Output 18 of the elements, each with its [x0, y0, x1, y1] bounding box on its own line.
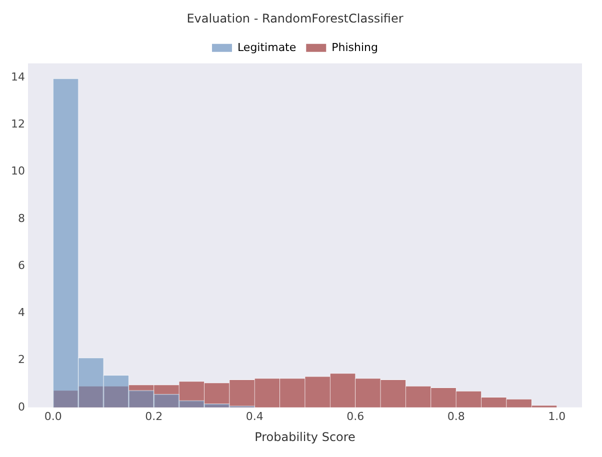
x-tick-label: 1.0	[548, 410, 566, 423]
y-tick-label: 8	[18, 212, 25, 225]
x-tick-label: 0.8	[447, 410, 465, 423]
x-tick-label: 0.0	[44, 410, 62, 423]
chart-title: Evaluation - RandomForestClassifier	[186, 11, 404, 26]
y-tick-label: 0	[18, 400, 25, 414]
y-tick-label: 4	[18, 306, 25, 320]
x-tick-label: 0.2	[145, 410, 163, 423]
x-tick-label: 0.6	[346, 410, 364, 423]
y-tick-label: 6	[18, 258, 25, 272]
y-tick-label: 12	[10, 118, 25, 131]
legend-label: Phishing	[332, 40, 378, 54]
y-tick-label: 2	[18, 353, 25, 366]
y-tick-label: 10	[10, 164, 25, 178]
x-tick-label: 0.4	[246, 410, 264, 423]
y-tick-label: 14	[10, 70, 25, 84]
x-axis-title: Probability Score	[254, 430, 356, 444]
legend-label: Legitimate	[237, 40, 296, 54]
